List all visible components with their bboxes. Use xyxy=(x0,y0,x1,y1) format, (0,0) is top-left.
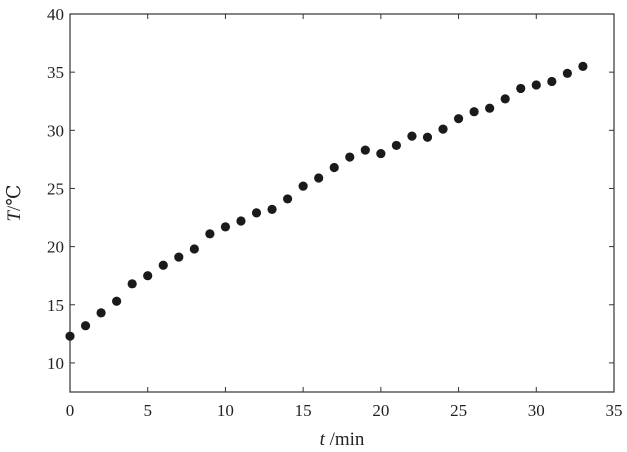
x-axis-variable: t xyxy=(320,429,326,450)
data-point xyxy=(345,152,355,162)
y-tick-label: 25 xyxy=(47,179,64,198)
x-tick-label: 15 xyxy=(295,401,312,420)
axis-ticks: 0 5 10 15 20 25 30 35 10 15 20 25 30 35 40 xyxy=(47,5,623,420)
data-point xyxy=(329,162,339,173)
data-point xyxy=(547,76,557,87)
data-point xyxy=(65,331,75,341)
data-point xyxy=(236,216,246,226)
data-point xyxy=(267,204,277,214)
y-tick-label: 10 xyxy=(47,354,64,373)
x-tick-label: 5 xyxy=(143,401,152,420)
data-point xyxy=(283,194,293,204)
data-points xyxy=(65,61,588,341)
y-axis-title: T/℃ xyxy=(4,184,25,221)
x-tick-label: 35 xyxy=(606,401,623,420)
data-point xyxy=(438,124,448,134)
y-tick-label: 20 xyxy=(47,238,64,257)
plot-frame xyxy=(69,13,615,393)
data-point xyxy=(298,181,308,191)
data-point xyxy=(80,321,91,331)
data-point xyxy=(500,94,510,104)
x-tick-label: 20 xyxy=(372,401,389,420)
data-point xyxy=(251,208,262,218)
data-point xyxy=(189,244,199,254)
y-tick-label: 30 xyxy=(47,121,64,140)
data-point xyxy=(96,308,106,318)
data-point xyxy=(422,132,433,142)
data-point xyxy=(469,107,479,117)
x-tick-label: 0 xyxy=(66,401,75,420)
data-point xyxy=(391,140,401,151)
y-tick-label: 35 xyxy=(47,63,64,82)
data-point xyxy=(376,148,386,159)
data-point xyxy=(174,252,184,262)
x-tick-label: 30 xyxy=(528,401,545,420)
data-point xyxy=(112,296,122,306)
y-axis-variable: T xyxy=(4,210,25,222)
data-point xyxy=(314,173,324,183)
data-point xyxy=(578,61,588,71)
data-point xyxy=(360,145,370,155)
y-axis-unit: /℃ xyxy=(4,184,25,211)
y-tick-label: 15 xyxy=(47,296,64,315)
data-point xyxy=(516,83,526,94)
data-point xyxy=(453,114,464,124)
data-point xyxy=(220,222,231,232)
data-point xyxy=(562,68,572,78)
data-point xyxy=(143,271,153,281)
x-tick-label: 25 xyxy=(450,401,467,420)
data-point xyxy=(407,131,417,141)
data-point xyxy=(531,80,541,90)
x-axis-unit: /min xyxy=(325,429,365,450)
x-axis-title: t /min xyxy=(320,429,365,450)
data-point xyxy=(485,103,495,113)
data-point xyxy=(205,229,215,239)
x-tick-label: 10 xyxy=(217,401,234,420)
data-point xyxy=(127,279,137,289)
data-point xyxy=(158,260,168,270)
y-tick-label: 40 xyxy=(47,5,64,24)
